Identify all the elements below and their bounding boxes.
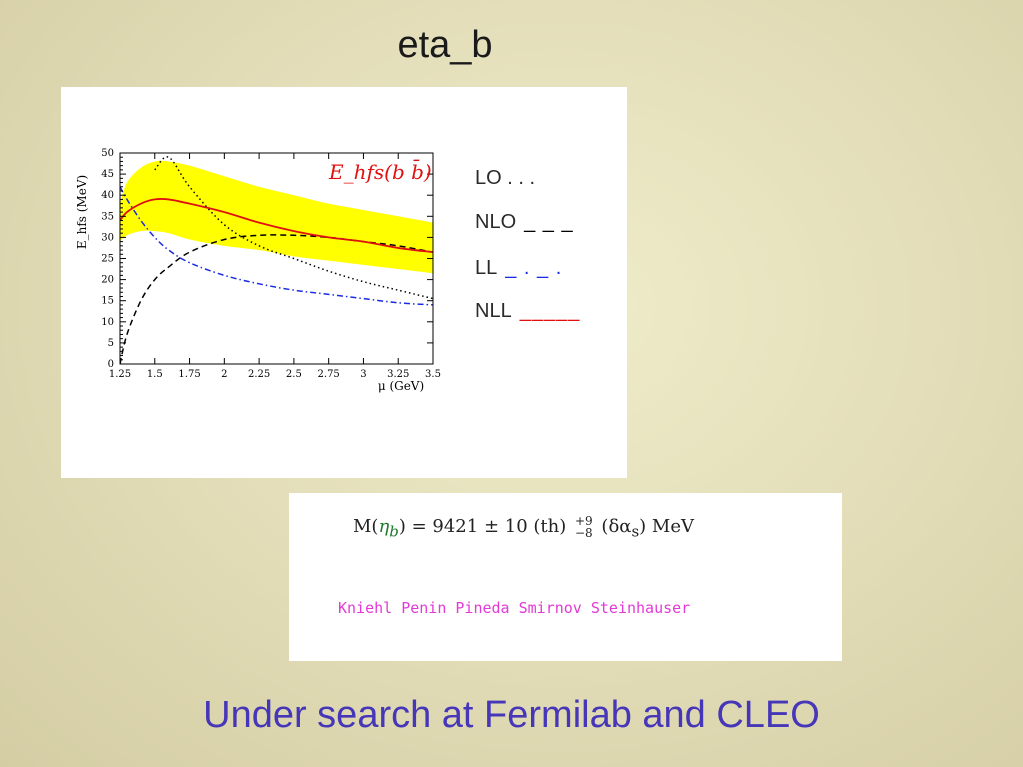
formula-eta-sub: b xyxy=(389,522,399,541)
legend-entry-nll: NLL _____ xyxy=(475,300,580,323)
y-tick-label: 35 xyxy=(101,211,114,222)
y-tick-label: 10 xyxy=(101,317,114,328)
legend-label: NLO xyxy=(475,211,517,233)
legend-label: LL xyxy=(475,257,498,279)
slide-footer: Under search at Fermilab and CLEO xyxy=(203,694,820,736)
axes-layer: 1.25 1.5 1.75 2 2.25 2.5 2.75 3 3.25 3.5 0 5 10 15 20 2… xyxy=(101,148,441,380)
formula-tail-end: ) MeV xyxy=(639,516,694,537)
mass-formula: M(ηb) = 9421 ± 10 (th) +9 −8 (δαs) MeV xyxy=(353,515,694,541)
y-tick-label: 30 xyxy=(101,232,114,243)
y-axis-label: E_hfs (MeV) xyxy=(75,175,89,249)
formula-sup: +9 xyxy=(574,514,593,528)
legend-line-sample: _ _ _ xyxy=(524,211,574,233)
y-tick-label: 45 xyxy=(101,169,114,180)
series-lo-line xyxy=(154,156,433,300)
ehfs-chart: 1.25 1.5 1.75 2 2.25 2.5 2.75 3 3.25 3.5 0 5 10 15 20 2… xyxy=(75,148,441,393)
y-tick-label: 50 xyxy=(101,148,114,159)
legend-label: NLL xyxy=(475,300,512,322)
legend-entry-lo: LO . . . xyxy=(475,167,543,190)
formula-eta: η xyxy=(378,516,390,537)
formula-error: +9 −8 xyxy=(575,515,593,539)
series-nll-line xyxy=(120,197,433,254)
x-tick-label: 2.5 xyxy=(286,369,302,380)
y-tick-label: 0 xyxy=(108,359,114,370)
x-tick-label: 3.25 xyxy=(387,369,409,380)
x-tick-label: 1.75 xyxy=(178,369,200,380)
formula-lhs: M( xyxy=(353,516,379,537)
legend-entry-ll: LL _ . _ . xyxy=(475,257,562,280)
formula-tail-sub: s xyxy=(631,522,640,541)
y-tick-label: 40 xyxy=(101,190,114,201)
formula-panel: M(ηb) = 9421 ± 10 (th) +9 −8 (δαs) MeV Kn… xyxy=(289,493,842,661)
x-tick-label: 1.25 xyxy=(109,369,131,380)
x-tick-label: 2.75 xyxy=(318,369,340,380)
x-tick-label: 2.25 xyxy=(248,369,270,380)
legend-line-sample: _____ xyxy=(519,300,581,322)
x-tick-label: 1.5 xyxy=(147,369,163,380)
legend-line-sample: _ . _ . xyxy=(505,257,563,279)
authors: Kniehl Penin Pineda Smirnov Steinhauser xyxy=(338,599,691,617)
chart-annotation: E_hfs(b b̄) xyxy=(328,159,432,184)
uncertainty-band xyxy=(120,160,433,274)
y-tick-label: 25 xyxy=(101,254,114,265)
formula-tail: (δα xyxy=(601,516,632,537)
y-tick-label: 15 xyxy=(101,296,114,307)
x-tick-label: 3 xyxy=(360,369,366,380)
y-tick-label: 5 xyxy=(108,338,114,349)
series-layer xyxy=(120,156,433,364)
formula-sub: −8 xyxy=(574,526,593,540)
y-tick-label: 20 xyxy=(101,275,114,286)
legend-entry-nlo: NLO _ _ _ xyxy=(475,211,574,234)
legend-label: LO . . . xyxy=(475,167,536,189)
x-tick-label: 2 xyxy=(221,369,227,380)
formula-rhs: ) = 9421 ± 10 (th) xyxy=(398,516,567,537)
x-tick-label: 3.5 xyxy=(425,369,441,380)
x-axis-label: μ (GeV) xyxy=(378,379,424,393)
chart-panel: 1.25 1.5 1.75 2 2.25 2.5 2.75 3 3.25 3.5 0 5 10 15 20 2… xyxy=(61,87,627,478)
slide-title: eta_b xyxy=(397,24,493,66)
uncertainty-band-layer xyxy=(120,160,433,274)
